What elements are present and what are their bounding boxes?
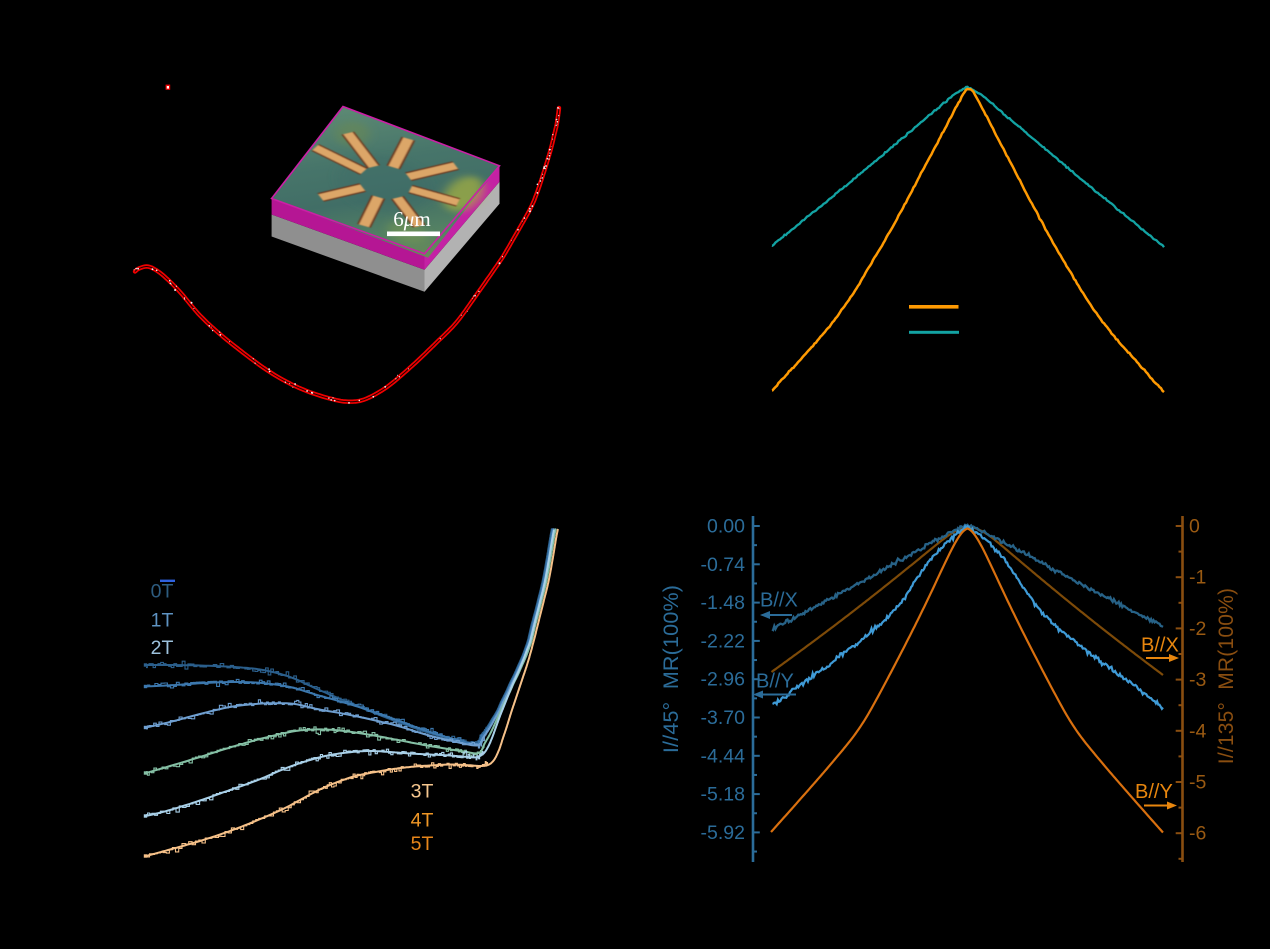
svg-text:-5: -5 bbox=[1189, 772, 1206, 794]
svg-text:5T: 5T bbox=[411, 833, 434, 855]
svg-text:-5.92: -5.92 bbox=[701, 822, 745, 844]
svg-text:4T: 4T bbox=[411, 810, 434, 832]
svg-text:-2.22: -2.22 bbox=[701, 630, 745, 652]
svg-text:-1: -1 bbox=[1189, 567, 1206, 589]
svg-text:0.00: 0.00 bbox=[707, 516, 745, 538]
svg-text:B//Y: B//Y bbox=[756, 671, 794, 693]
svg-text:1T: 1T bbox=[151, 610, 174, 632]
svg-text:0T: 0T bbox=[151, 581, 174, 603]
svg-text:B//X: B//X bbox=[1141, 635, 1179, 657]
svg-text:-4.44: -4.44 bbox=[701, 745, 746, 767]
svg-text:3T: 3T bbox=[411, 781, 434, 803]
svg-text:-4: -4 bbox=[1189, 720, 1206, 742]
svg-text:0: 0 bbox=[1189, 516, 1200, 538]
svg-text:6μm: 6μm bbox=[393, 207, 430, 231]
svg-text:-3.70: -3.70 bbox=[701, 707, 746, 729]
svg-text:I//135° MR(100%): I//135° MR(100%) bbox=[1215, 588, 1238, 764]
svg-text:B//X: B//X bbox=[760, 590, 798, 612]
svg-text:-5.18: -5.18 bbox=[701, 784, 745, 806]
svg-text:I//45° MR(100%): I//45° MR(100%) bbox=[659, 585, 683, 753]
svg-text:B//Y: B//Y bbox=[1135, 781, 1173, 803]
svg-text:2T: 2T bbox=[151, 637, 174, 659]
svg-text:-0.74: -0.74 bbox=[701, 554, 746, 576]
svg-text:-6: -6 bbox=[1189, 823, 1206, 845]
svg-text:-2.96: -2.96 bbox=[701, 669, 745, 691]
svg-text:-2: -2 bbox=[1189, 618, 1206, 640]
svg-text:-1.48: -1.48 bbox=[701, 592, 745, 614]
svg-text:-3: -3 bbox=[1189, 669, 1206, 691]
